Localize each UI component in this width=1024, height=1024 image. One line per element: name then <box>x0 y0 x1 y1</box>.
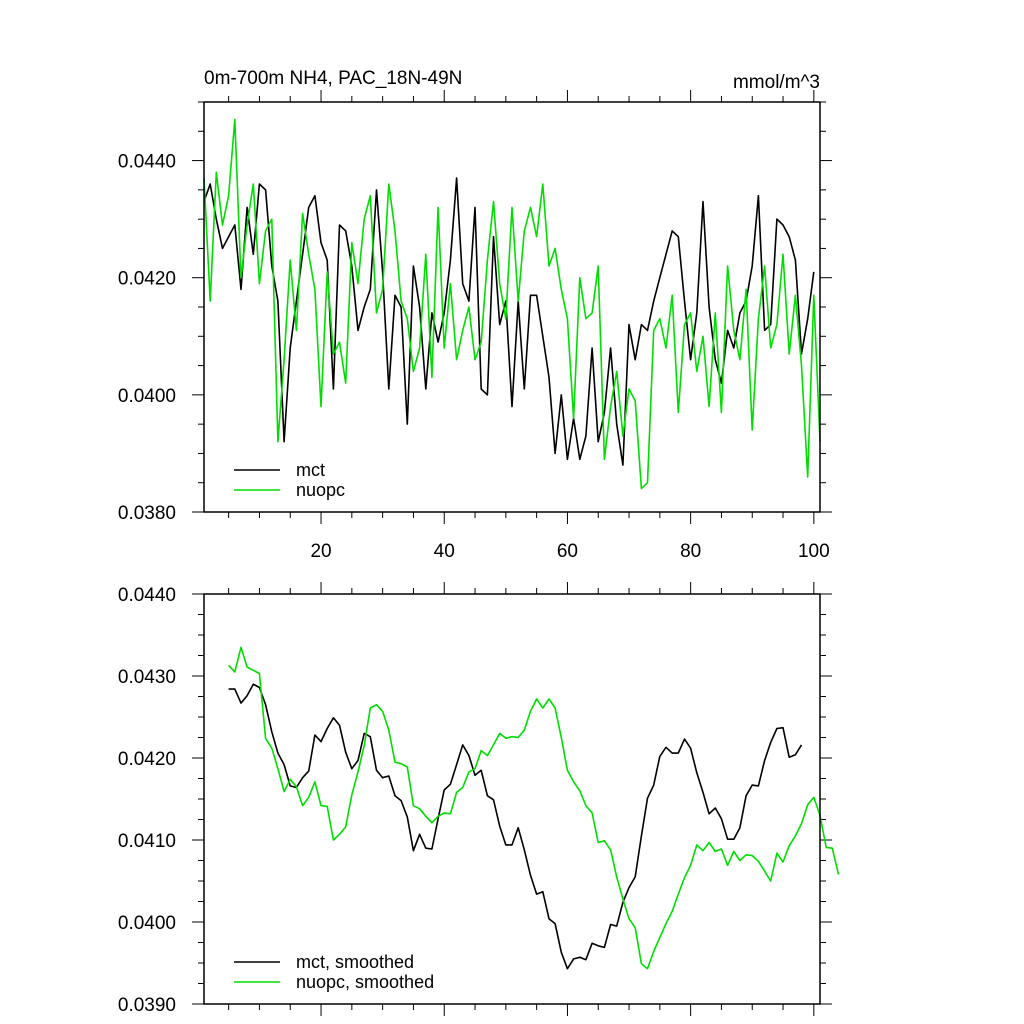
legend-label-nuopc: nuopc <box>296 480 345 500</box>
y-tick-label: 0.0400 <box>118 913 176 934</box>
bottom-panel: 0.0390 0.0400 0.0410 0.0420 0.0430 0.0440 mct… <box>118 582 840 1016</box>
units-label: mmol/m^3 <box>733 72 820 93</box>
x-tick-label: 40 <box>434 541 455 562</box>
bottom-legend: mct, smoothed nuopc, smoothed <box>234 952 434 992</box>
top-legend: mct nuopc <box>234 460 345 500</box>
y-tick-label: 0.0430 <box>118 667 176 688</box>
y-tick-label: 0.0410 <box>118 831 176 852</box>
y-tick-label: 0.0440 <box>118 585 176 606</box>
y-tick-label: 0.0380 <box>118 503 176 524</box>
top-panel: 0m-700m NH4, PAC_18N-49N mmol/m^3 20 40 60… <box>118 68 832 562</box>
x-tick-label: 80 <box>680 541 701 562</box>
y-tick-label: 0.0420 <box>118 749 176 770</box>
legend-label-mct: mct <box>296 460 325 480</box>
y-tick-label: 0.0400 <box>118 386 176 407</box>
y-tick-label: 0.0390 <box>118 995 176 1016</box>
x-tick-label: 20 <box>310 541 331 562</box>
bottom-series-lines <box>228 646 840 970</box>
y-tick-label: 0.0420 <box>118 269 176 290</box>
top-axis-ticks: 20 40 60 80 100 0.0380 0.0400 0.0420 0.0440 <box>118 90 832 562</box>
top-chart-title: 0m-700m NH4, PAC_18N-49N <box>204 68 462 89</box>
y-tick-label: 0.0440 <box>118 152 176 173</box>
bottom-plot-frame <box>203 593 821 1005</box>
x-tick-label: 100 <box>798 541 830 562</box>
top-series-lines <box>203 118 821 490</box>
series-line-nuopc-smoothed <box>228 646 840 970</box>
legend-label-nuopc-smoothed: nuopc, smoothed <box>296 972 434 992</box>
series-line-mct-smoothed <box>228 683 803 970</box>
series-line-nuopc <box>203 118 821 490</box>
x-tick-label: 60 <box>557 541 578 562</box>
top-plot-frame <box>203 101 821 513</box>
bottom-axis-ticks: 0.0390 0.0400 0.0410 0.0420 0.0430 0.0440 <box>118 582 832 1016</box>
legend-label-mct-smoothed: mct, smoothed <box>296 952 414 972</box>
